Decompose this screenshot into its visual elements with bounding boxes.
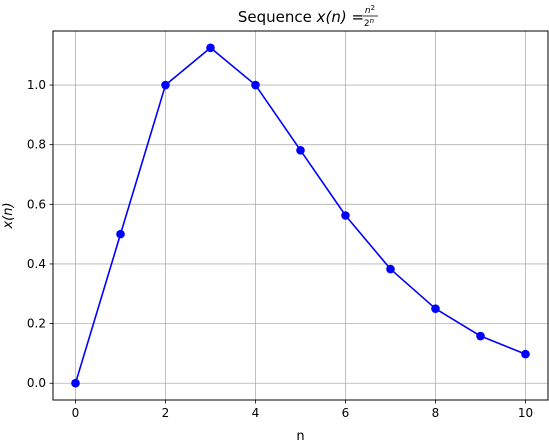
x-tick-label: 2 — [162, 406, 170, 420]
data-point — [116, 229, 125, 239]
data-point — [341, 211, 350, 220]
x-tick-label: 10 — [518, 406, 533, 420]
title-numerator: n2 — [365, 4, 375, 16]
x-tick-label: 0 — [72, 406, 80, 420]
x-axis-label: n — [296, 429, 304, 444]
y-axis-label: x(n) — [1, 202, 16, 229]
x-tick-label: 8 — [432, 406, 440, 420]
y-tick-label: 0.0 — [27, 376, 46, 390]
data-point — [521, 349, 530, 359]
y-tick-label: 0.4 — [27, 257, 46, 271]
data-point — [71, 378, 80, 388]
plot-frame — [52, 30, 549, 401]
title-fraction: n2 2n — [363, 4, 378, 29]
data-point — [296, 145, 305, 155]
title-denominator: 2n — [364, 17, 374, 29]
x-ticks: 0 2 4 6 8 10 — [72, 400, 533, 420]
x-tick-label: 6 — [342, 406, 350, 420]
y-tick-label: 1.0 — [27, 78, 46, 92]
data-point — [251, 80, 260, 90]
y-tick-label: 0.8 — [27, 138, 46, 152]
title-equals: = — [347, 8, 364, 26]
x-tick-label: 4 — [252, 406, 260, 420]
data-point — [161, 80, 170, 90]
chart-title: Sequence x(n) = — [238, 8, 364, 26]
data-point — [386, 264, 395, 274]
y-tick-label: 0.6 — [27, 197, 46, 211]
y-ticks: 0.0 0.2 0.4 0.6 0.8 1.0 — [27, 78, 53, 390]
y-tick-label: 0.2 — [27, 317, 46, 331]
title-lhs: x(n) — [316, 8, 347, 26]
data-point — [476, 331, 485, 341]
series — [71, 43, 530, 388]
grid — [53, 31, 548, 400]
data-point — [206, 43, 215, 53]
data-point — [431, 304, 440, 313]
title-prefix: Sequence — [238, 8, 317, 26]
